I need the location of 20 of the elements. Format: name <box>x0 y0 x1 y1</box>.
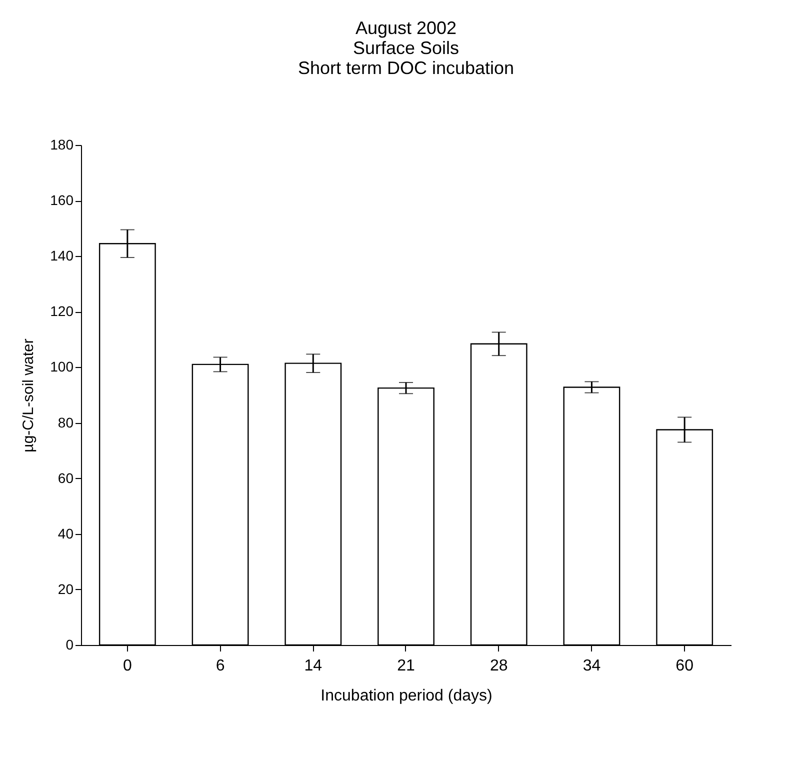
y-tick-label: 80 <box>58 414 74 430</box>
x-tick-label: 6 <box>216 658 225 674</box>
y-tick-label: 100 <box>50 358 74 375</box>
y-tick-label: 60 <box>58 470 74 486</box>
y-tick-label: 20 <box>58 580 74 597</box>
x-tick-label: 34 <box>582 658 601 674</box>
x-tick-label: 28 <box>490 658 508 674</box>
y-tick-label: 160 <box>50 192 74 208</box>
y-tick-label: 120 <box>50 303 74 320</box>
y-axis-title: µg-C/L-soil water <box>20 338 38 452</box>
x-tick-label: 0 <box>122 658 132 674</box>
x-tick-label: 60 <box>676 658 694 674</box>
y-tick-label: 140 <box>50 248 74 264</box>
y-tick-label: 0 <box>66 636 74 652</box>
x-tick-label: 21 <box>397 658 415 674</box>
y-tick-label: 180 <box>50 136 74 152</box>
x-tick-label: 14 <box>304 658 322 674</box>
y-tick-label: 40 <box>58 525 74 542</box>
chart-title: August 2002 Surface Soils Short term DOC incubation <box>298 18 514 78</box>
x-axis-title: Incubation period (days) <box>320 688 492 704</box>
